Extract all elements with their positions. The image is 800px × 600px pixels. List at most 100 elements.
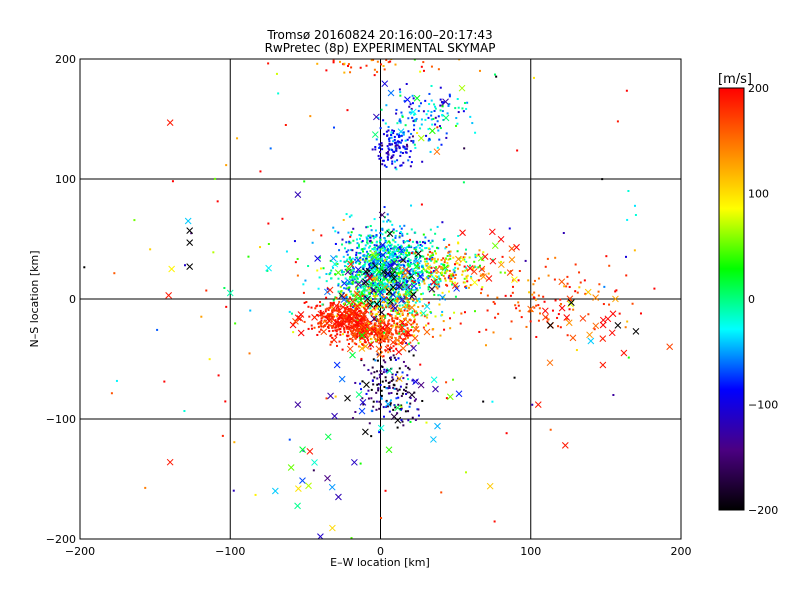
data-point-dot [337, 277, 340, 280]
data-point-dot [350, 293, 353, 296]
data-point-dot [355, 319, 358, 322]
data-point-dot [449, 273, 452, 276]
data-point-dot [533, 291, 536, 294]
data-point-dot [361, 302, 364, 305]
data-point-dot [458, 59, 461, 61]
data-point-dot [351, 339, 354, 342]
data-point-x [349, 309, 357, 317]
data-point-dot [378, 272, 381, 275]
data-point-dot [373, 74, 376, 77]
data-point-dot [402, 257, 405, 260]
data-point-dot [417, 298, 420, 301]
data-point-dot [422, 266, 425, 269]
data-point-dot [343, 287, 346, 290]
data-point-dot [379, 320, 382, 323]
data-point-dot [345, 287, 348, 290]
data-point-dot [325, 296, 328, 299]
data-point-dot [335, 344, 338, 347]
data-point-x [355, 391, 363, 398]
data-point-dot [387, 147, 390, 150]
data-point-dot [353, 334, 356, 337]
data-point-dot [371, 298, 374, 301]
data-point-dot [412, 354, 415, 357]
data-point-dot [376, 334, 379, 337]
data-point-dot [397, 339, 400, 342]
data-point-dot [372, 383, 375, 386]
data-point-dot [361, 240, 364, 243]
data-point-dot [367, 246, 370, 249]
data-point-dot [367, 397, 370, 400]
y-tick-label: 100 [55, 173, 76, 186]
data-point-dot [382, 340, 385, 343]
data-point-dot [310, 324, 313, 327]
data-point-dot [338, 340, 341, 343]
data-point-dot [376, 377, 379, 380]
data-point-dot [395, 291, 398, 294]
data-point-x [409, 108, 417, 116]
data-point-dot [354, 316, 357, 319]
data-point-dot [587, 313, 590, 316]
data-point-dot [388, 148, 391, 151]
data-point-dot [436, 287, 439, 290]
data-point-dot [387, 138, 390, 141]
data-point-dot [381, 334, 384, 337]
data-point-dot [515, 307, 518, 310]
data-point-dot [338, 328, 341, 331]
data-point-dot [352, 239, 355, 242]
data-point-dot [341, 243, 344, 246]
data-point-dot [465, 260, 468, 263]
data-point-dot [406, 254, 409, 257]
data-point-dot [326, 316, 329, 319]
data-point-dot [427, 322, 430, 325]
data-point-dot [407, 244, 410, 247]
data-point-dot [414, 398, 417, 401]
data-point-dot [372, 294, 375, 297]
data-point-dot [269, 147, 272, 150]
data-point-dot [392, 129, 395, 132]
colorbar [718, 87, 745, 511]
data-point-dot [513, 376, 516, 379]
data-point-dot [398, 118, 401, 121]
data-point-dot [325, 272, 328, 275]
data-point-dot [365, 310, 368, 313]
data-point-dot [387, 219, 390, 222]
data-point-dot [520, 316, 523, 319]
data-point-dot [339, 305, 342, 308]
data-point-dot [183, 264, 186, 267]
data-point-dot [392, 140, 395, 143]
plot-grid [80, 59, 681, 539]
data-point-dot [381, 144, 384, 147]
data-point-dot [445, 283, 448, 286]
data-point-dot [399, 310, 402, 313]
data-point-dot [410, 228, 413, 231]
data-point-dot [303, 180, 306, 183]
data-point-dot [398, 330, 401, 333]
data-point-dot [367, 252, 370, 255]
data-point-dot [598, 283, 601, 286]
data-point-dot [537, 294, 540, 297]
data-point-x [330, 254, 337, 262]
data-point-dot [517, 279, 520, 282]
data-point-dot [356, 242, 359, 245]
data-point-dot [395, 304, 398, 307]
data-point-x [380, 296, 387, 303]
data-point-dot [335, 325, 338, 328]
data-point-dot [625, 274, 628, 277]
data-point-dot [363, 312, 366, 315]
data-point-dot [475, 254, 478, 257]
data-point-dot [454, 107, 457, 110]
data-point-dot [346, 109, 349, 112]
data-point-dot [376, 328, 379, 331]
data-point-dot [360, 241, 363, 244]
data-point-dot [468, 256, 471, 259]
data-point-dot [410, 111, 413, 114]
data-point-x [385, 327, 393, 335]
data-point-dot [368, 322, 371, 325]
data-point-dot [406, 280, 409, 283]
data-point-dot [332, 315, 335, 318]
data-point-dot [414, 251, 417, 254]
data-point-dot [392, 320, 395, 323]
data-point-dot [464, 248, 467, 251]
data-point-dot [343, 295, 346, 298]
data-point-dot [347, 249, 350, 252]
